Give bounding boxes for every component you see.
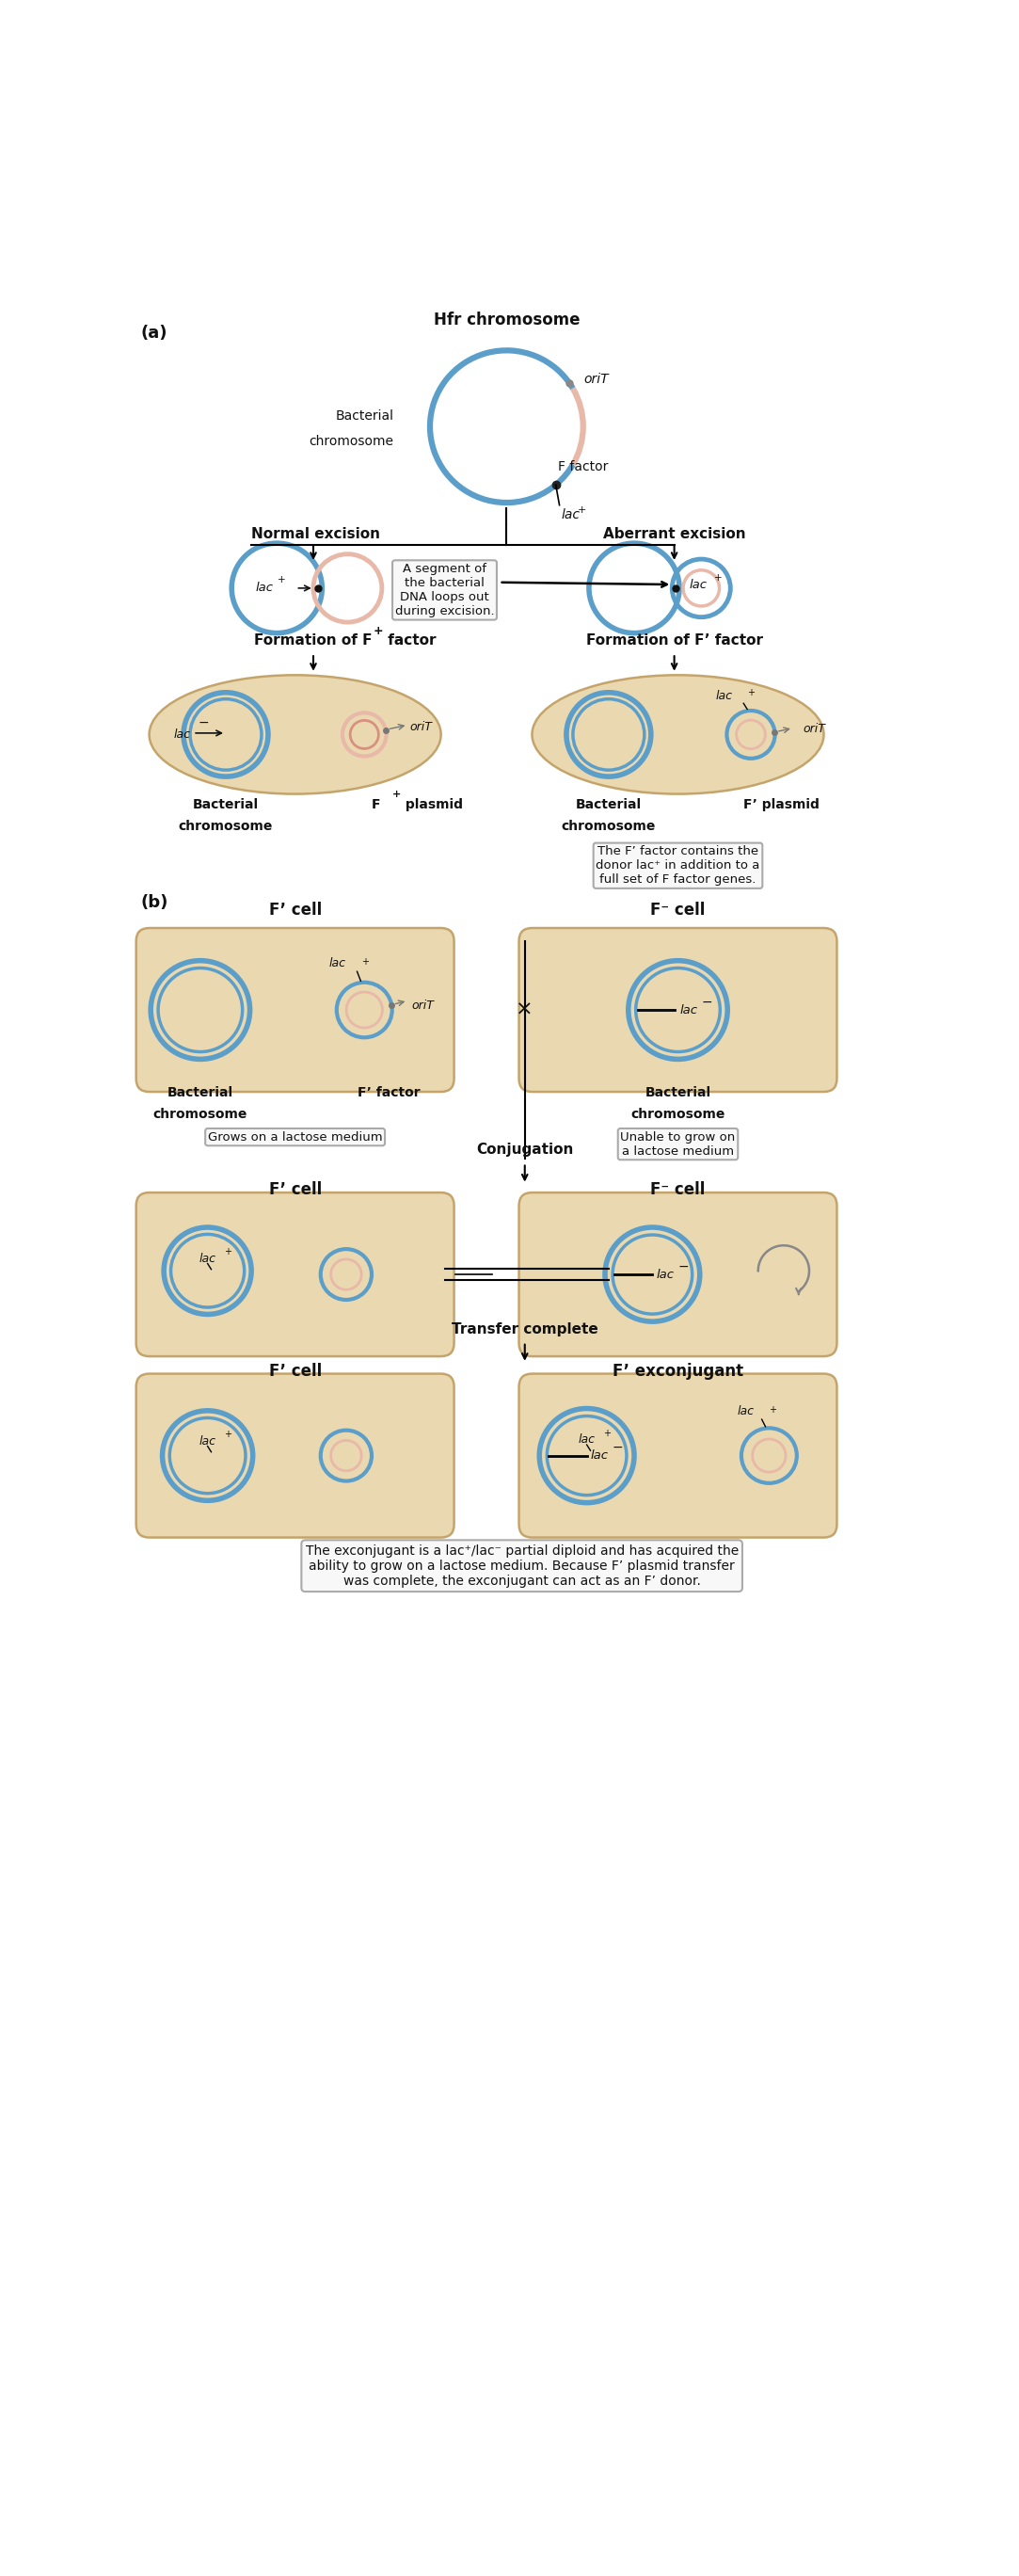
Text: +: + bbox=[713, 574, 721, 582]
Text: +: + bbox=[277, 574, 285, 585]
Text: −: − bbox=[199, 716, 210, 729]
Text: chromosome: chromosome bbox=[153, 1108, 248, 1121]
Text: chromosome: chromosome bbox=[561, 819, 656, 832]
Text: −: − bbox=[678, 1260, 689, 1273]
Text: Grows on a lactose medium: Grows on a lactose medium bbox=[208, 1131, 382, 1144]
Ellipse shape bbox=[532, 675, 823, 793]
FancyBboxPatch shape bbox=[137, 1193, 454, 1358]
Text: lac: lac bbox=[561, 507, 581, 520]
Text: oriT: oriT bbox=[803, 724, 825, 734]
Text: (a): (a) bbox=[141, 325, 167, 343]
Text: lac: lac bbox=[199, 1252, 216, 1265]
Text: lac: lac bbox=[174, 729, 191, 742]
Text: lac: lac bbox=[199, 1435, 216, 1448]
Text: Bacterial: Bacterial bbox=[167, 1087, 233, 1100]
Text: Formation of F’ factor: Formation of F’ factor bbox=[586, 634, 762, 647]
Text: Aberrant excision: Aberrant excision bbox=[603, 528, 746, 541]
Text: Conjugation: Conjugation bbox=[476, 1144, 574, 1157]
Text: +: + bbox=[223, 1430, 231, 1440]
Text: Transfer complete: Transfer complete bbox=[451, 1321, 598, 1337]
Text: lac: lac bbox=[738, 1404, 754, 1417]
Text: The exconjugant is a lac⁺/lac⁻ partial diploid and has acquired the
ability to g: The exconjugant is a lac⁺/lac⁻ partial d… bbox=[306, 1543, 739, 1587]
Text: F’ cell: F’ cell bbox=[269, 1363, 322, 1381]
Text: Formation of F: Formation of F bbox=[255, 634, 372, 647]
Text: chromosome: chromosome bbox=[178, 819, 273, 832]
Text: −: − bbox=[612, 1440, 624, 1453]
Text: F⁻ cell: F⁻ cell bbox=[650, 902, 705, 917]
Text: oriT: oriT bbox=[412, 999, 434, 1012]
Text: +: + bbox=[769, 1406, 776, 1414]
Text: plasmid: plasmid bbox=[400, 799, 463, 811]
Text: Bacterial: Bacterial bbox=[645, 1087, 711, 1100]
Text: F’ plasmid: F’ plasmid bbox=[744, 799, 819, 811]
Text: lac: lac bbox=[329, 958, 346, 969]
Text: lac: lac bbox=[680, 1005, 697, 1015]
Text: F⁻ cell: F⁻ cell bbox=[650, 1182, 705, 1198]
Text: chromosome: chromosome bbox=[309, 435, 393, 448]
Text: +: + bbox=[578, 505, 587, 515]
Text: factor: factor bbox=[382, 634, 436, 647]
Text: lac: lac bbox=[256, 582, 273, 595]
Text: oriT: oriT bbox=[584, 374, 609, 386]
FancyBboxPatch shape bbox=[137, 927, 454, 1092]
Text: Unable to grow on
a lactose medium: Unable to grow on a lactose medium bbox=[621, 1131, 736, 1157]
Text: +: + bbox=[747, 688, 755, 698]
Text: lac: lac bbox=[689, 580, 707, 590]
Text: Normal excision: Normal excision bbox=[252, 528, 380, 541]
Text: F factor: F factor bbox=[557, 459, 607, 474]
Text: The F’ factor contains the
donor lac⁺ in addition to a
full set of F factor gene: The F’ factor contains the donor lac⁺ in… bbox=[596, 845, 760, 886]
Text: F: F bbox=[372, 799, 380, 811]
Text: (b): (b) bbox=[141, 894, 168, 912]
Text: +: + bbox=[373, 626, 383, 636]
Text: −: − bbox=[701, 994, 712, 1007]
Text: Hfr chromosome: Hfr chromosome bbox=[433, 312, 580, 330]
Text: Bacterial: Bacterial bbox=[193, 799, 259, 811]
Ellipse shape bbox=[149, 675, 441, 793]
Text: F’ exconjugant: F’ exconjugant bbox=[612, 1363, 744, 1381]
Text: chromosome: chromosome bbox=[631, 1108, 726, 1121]
Text: +: + bbox=[603, 1430, 610, 1437]
Text: lac: lac bbox=[656, 1267, 674, 1280]
Text: +: + bbox=[392, 788, 400, 799]
Text: lac: lac bbox=[715, 690, 733, 701]
FancyBboxPatch shape bbox=[519, 1373, 837, 1538]
Text: F’ cell: F’ cell bbox=[269, 902, 322, 917]
Text: F’ factor: F’ factor bbox=[357, 1087, 420, 1100]
FancyBboxPatch shape bbox=[519, 1193, 837, 1358]
Text: oriT: oriT bbox=[410, 721, 432, 734]
Text: lac: lac bbox=[579, 1432, 595, 1445]
Text: ×: × bbox=[516, 999, 534, 1020]
Text: F’ cell: F’ cell bbox=[269, 1182, 322, 1198]
Text: +: + bbox=[362, 958, 369, 966]
FancyBboxPatch shape bbox=[519, 927, 837, 1092]
Text: Bacterial: Bacterial bbox=[576, 799, 642, 811]
Text: +: + bbox=[223, 1247, 231, 1257]
Text: A segment of
the bacterial
DNA loops out
during excision.: A segment of the bacterial DNA loops out… bbox=[395, 562, 494, 618]
Text: Bacterial: Bacterial bbox=[335, 410, 393, 422]
Text: lac: lac bbox=[590, 1450, 608, 1461]
FancyBboxPatch shape bbox=[137, 1373, 454, 1538]
